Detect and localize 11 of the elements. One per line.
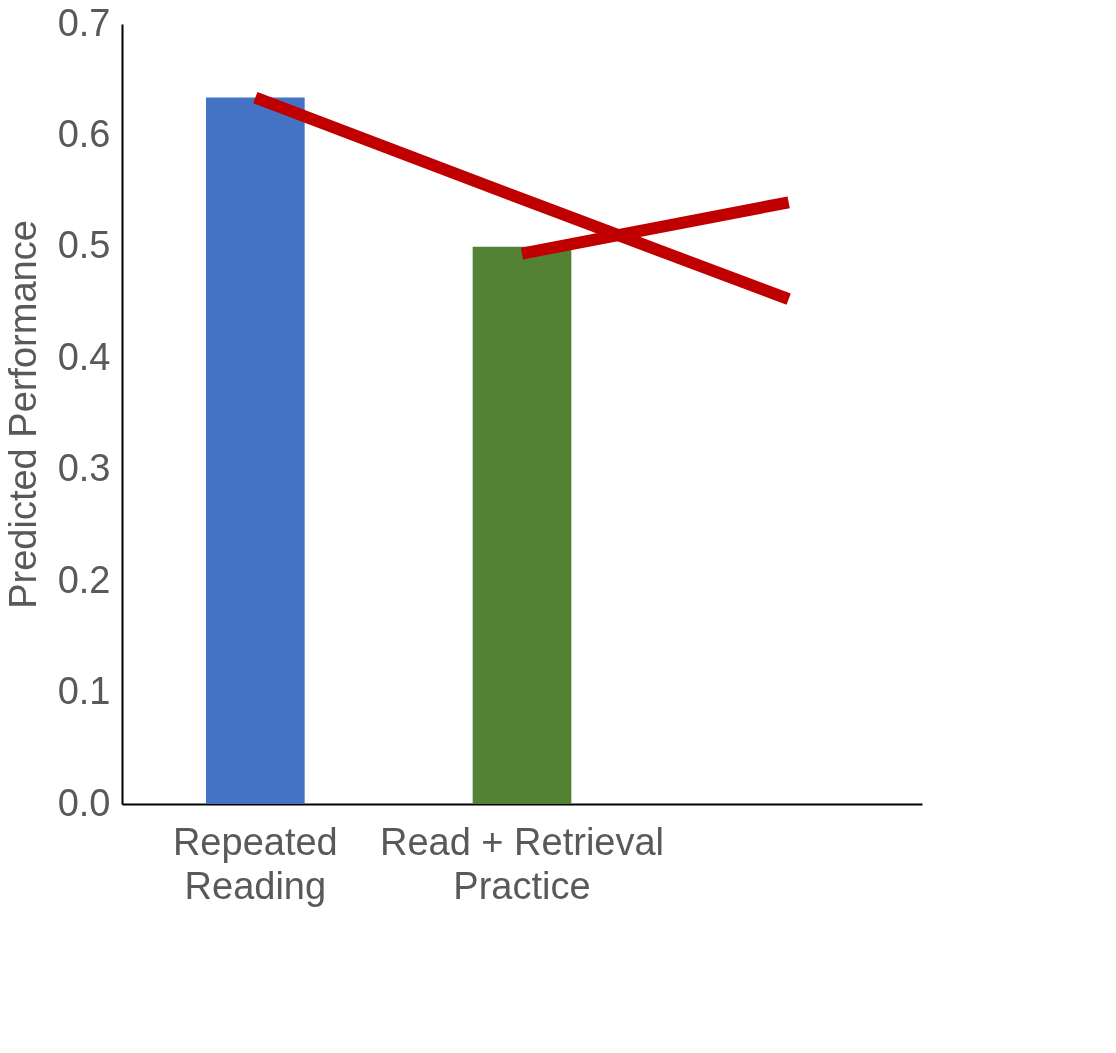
y-tick-label: 0.0 xyxy=(57,781,111,824)
x-tick-label: Repeated Reading xyxy=(172,820,338,907)
y-tick-label: 0.5 xyxy=(57,224,111,267)
y-tick-label: 0.1 xyxy=(57,670,111,713)
y-tick-label: 0.4 xyxy=(57,335,111,378)
y-tick-label: 0.3 xyxy=(57,447,111,490)
y-tick-label: 0.7 xyxy=(57,1,111,44)
y-tick-label: 0.2 xyxy=(57,558,111,601)
y-axis-title: Predicted Performance xyxy=(1,220,44,609)
x-tick-label: Read + Retrieval Practice xyxy=(379,820,665,907)
y-tick-label: 0.6 xyxy=(57,112,111,155)
